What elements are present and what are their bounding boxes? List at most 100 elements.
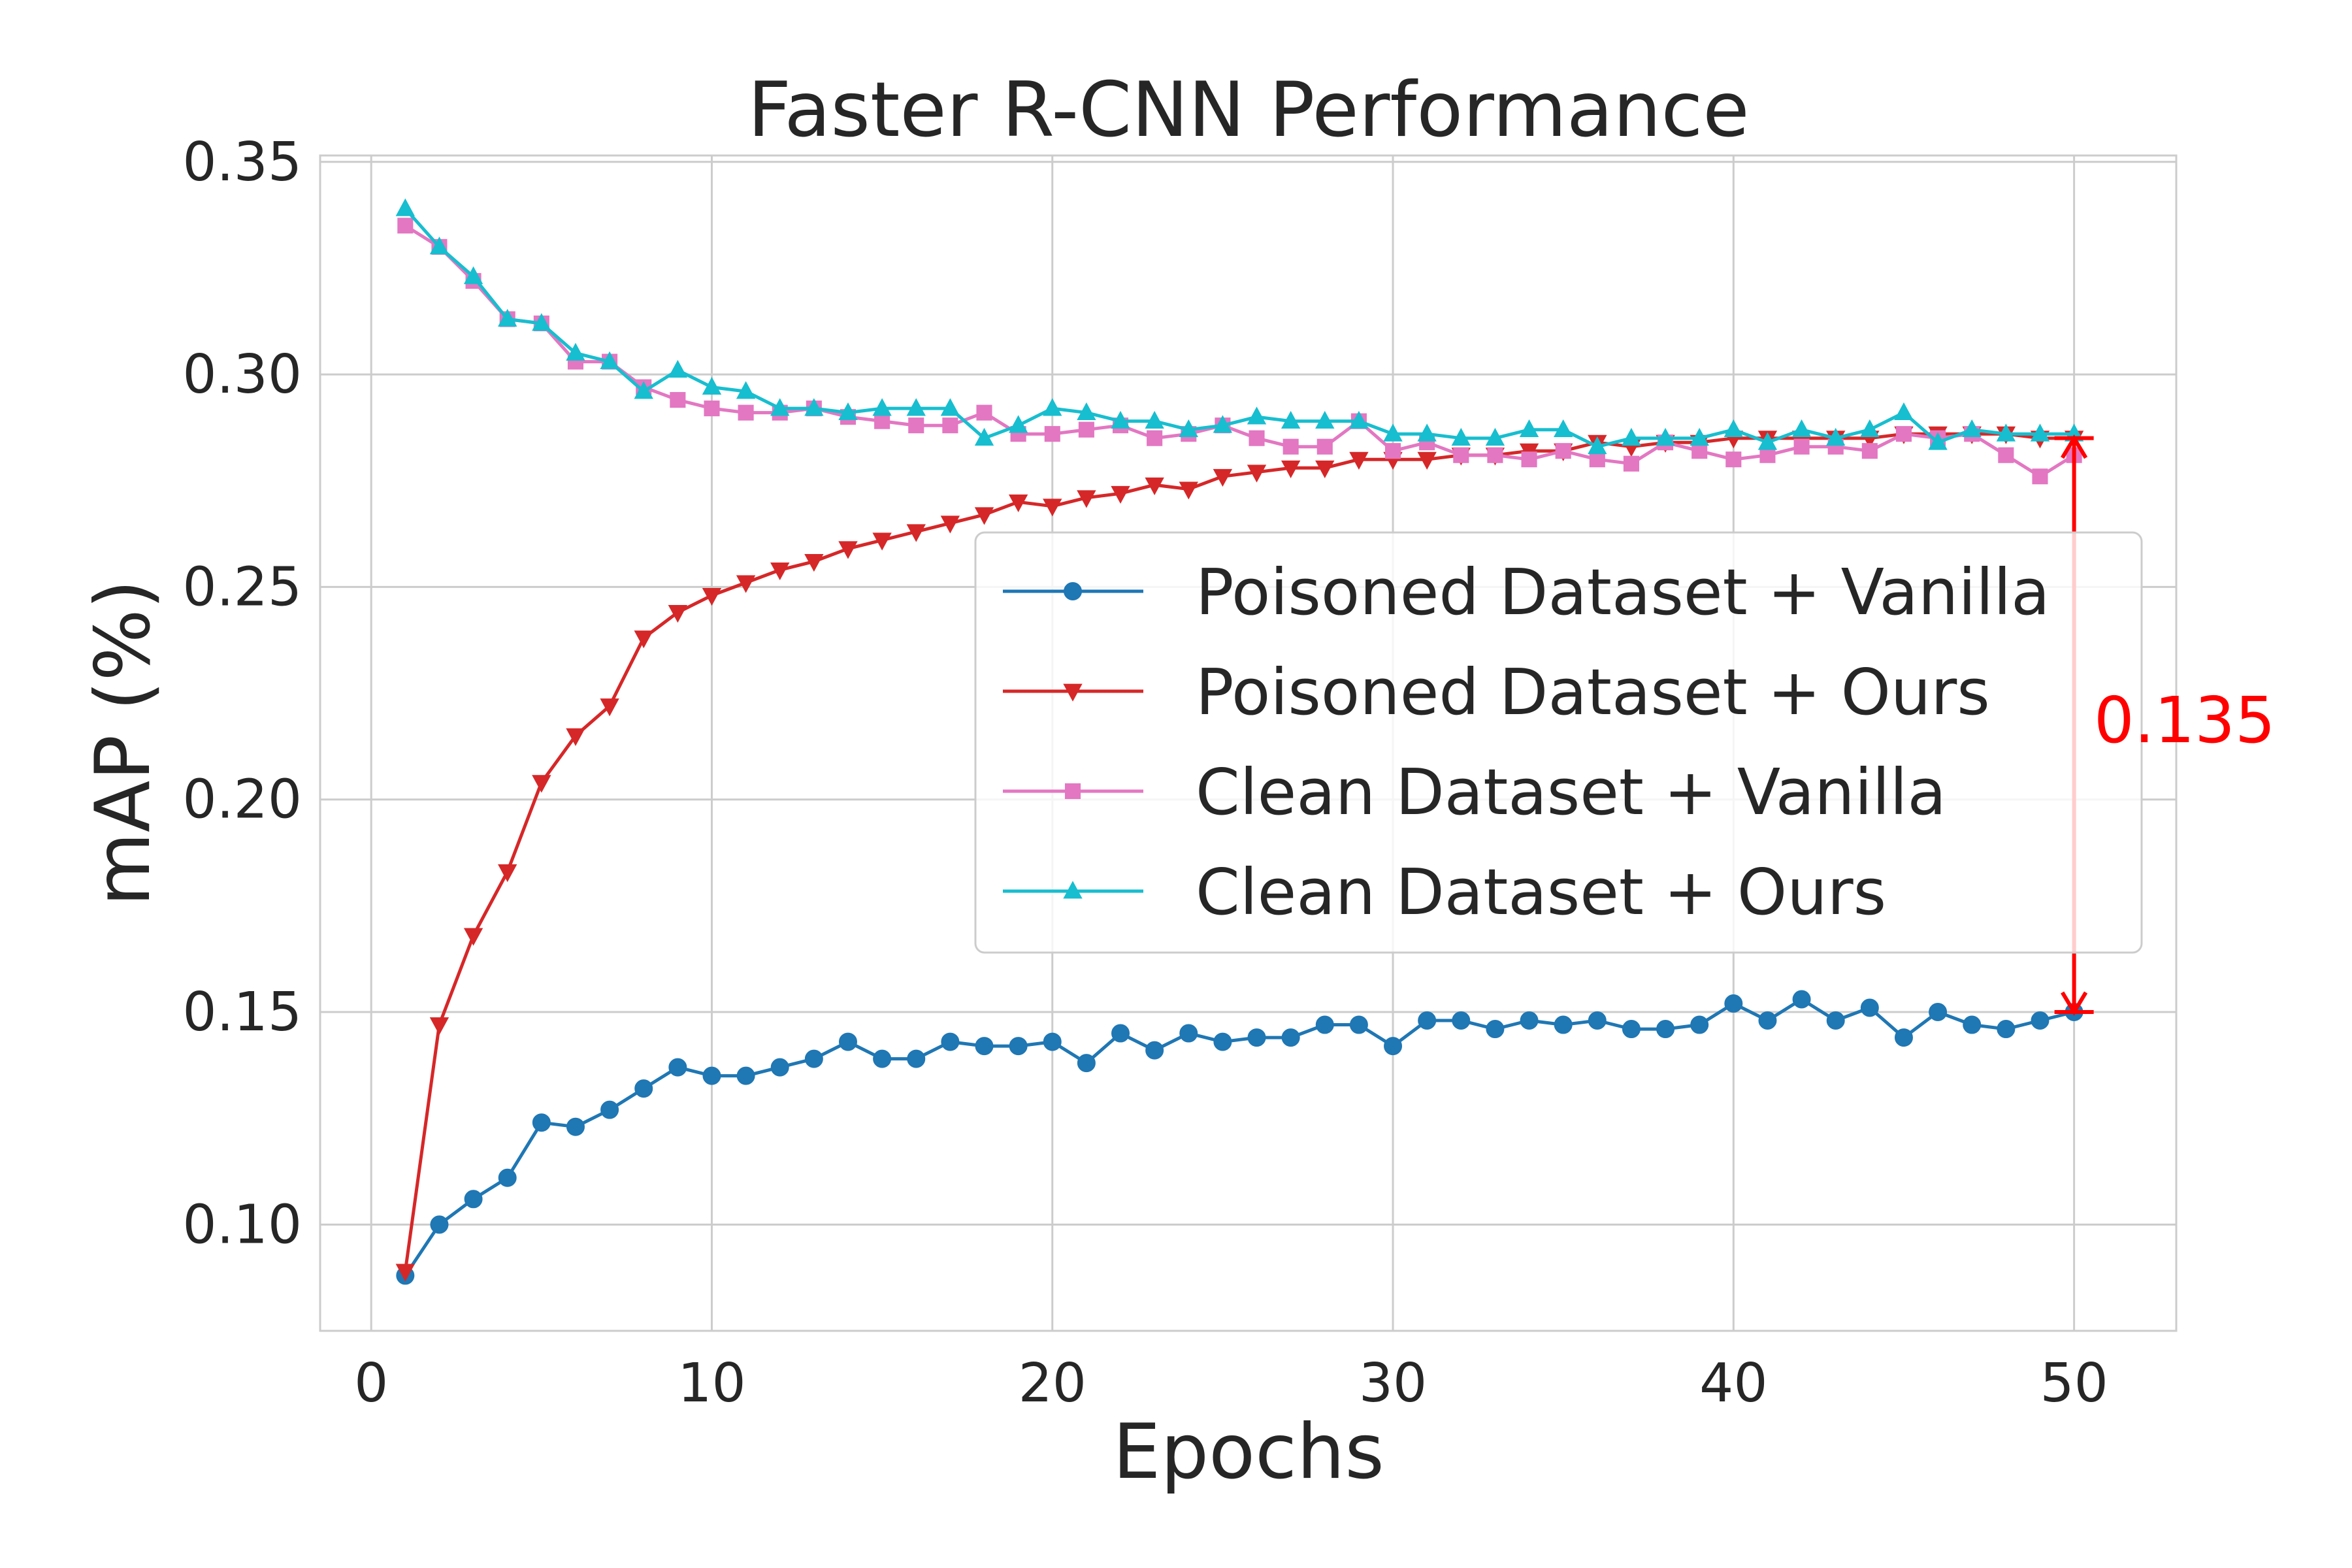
data-point: [532, 1113, 551, 1132]
data-point: [1622, 427, 1641, 446]
data-point: [906, 398, 926, 416]
data-point: [907, 1049, 926, 1068]
data-point: [1861, 443, 1878, 459]
data-point: [1315, 1015, 1334, 1034]
data-point: [1589, 451, 1605, 468]
data-point: [600, 1100, 619, 1119]
data-point: [1929, 1003, 1948, 1022]
data-point: [974, 427, 994, 446]
data-point: [670, 392, 686, 408]
y-axis-title: mAP (%): [79, 580, 167, 906]
data-point: [1282, 438, 1299, 455]
data-point: [668, 605, 688, 623]
data-point: [1281, 460, 1301, 478]
legend-label: Clean Dataset + Ours: [1196, 855, 1886, 929]
data-point: [1384, 1037, 1403, 1056]
data-point: [1757, 432, 1778, 450]
data-point: [838, 541, 858, 559]
data-point: [1009, 1037, 1028, 1056]
data-point: [941, 1032, 960, 1051]
data-point: [1111, 410, 1130, 429]
series-4: [395, 198, 2084, 455]
data-point: [1077, 1054, 1096, 1073]
data-point: [702, 1066, 721, 1085]
data-point: [704, 400, 720, 417]
data-point: [1793, 438, 1810, 455]
data-point: [600, 351, 619, 369]
data-point: [975, 1037, 994, 1056]
y-tick-labels: 0.10 0.15 0.20 0.25 0.30 0.35: [182, 131, 302, 1256]
data-point: [1417, 451, 1437, 470]
data-point: [1316, 438, 1333, 455]
data-point: [1111, 1024, 1130, 1043]
data-point: [1453, 447, 1469, 463]
data-point: [600, 698, 619, 717]
x-tick-label: 30: [1359, 1352, 1427, 1414]
data-point: [940, 515, 960, 534]
data-point: [1759, 447, 1776, 463]
data-point: [770, 398, 790, 416]
x-tick-labels: 0 10 20 30 40 50: [354, 1352, 2108, 1414]
y-tick-label: 0.35: [182, 131, 302, 193]
data-point: [872, 398, 892, 416]
data-point: [1315, 410, 1335, 429]
data-point: [1349, 410, 1369, 429]
data-point: [1249, 430, 1265, 446]
data-point: [1044, 426, 1060, 442]
data-point: [2031, 1011, 2050, 1030]
data-point: [804, 1049, 823, 1068]
data-point: [770, 1058, 789, 1077]
data-point: [1043, 398, 1062, 416]
data-point: [1997, 1020, 2016, 1039]
legend-marker: [1064, 783, 1081, 800]
data-point: [395, 198, 415, 216]
chart-title: Faster R-CNN Performance: [747, 66, 1749, 154]
data-point: [463, 928, 483, 946]
data-point: [838, 1032, 857, 1051]
data-point: [1247, 1028, 1266, 1047]
plot-frame: [319, 154, 2178, 1332]
x-tick-label: 0: [354, 1352, 388, 1414]
data-point: [566, 342, 585, 361]
data-point: [1962, 419, 1982, 438]
data-point: [702, 376, 722, 395]
data-point: [1349, 1015, 1368, 1034]
x-tick-label: 40: [1699, 1352, 1767, 1414]
data-point: [1008, 494, 1028, 513]
data-point: [838, 402, 858, 421]
y-tick-label: 0.10: [182, 1194, 302, 1256]
data-point: [1690, 427, 1709, 446]
data-point: [1996, 423, 2016, 442]
x-tick-label: 20: [1019, 1352, 1086, 1414]
y-tick-label: 0.20: [182, 769, 302, 831]
data-point: [1860, 419, 1880, 438]
legend-marker: [1063, 881, 1083, 899]
legend-entries: Poisoned Dataset + Vanilla Poisoned Datas…: [1003, 555, 2050, 929]
data-point: [906, 524, 926, 542]
data-point: [1452, 1011, 1471, 1030]
data-point: [1520, 1011, 1539, 1030]
data-point: [1998, 447, 2014, 463]
data-point: [1690, 1015, 1709, 1034]
legend-marker: [1063, 683, 1083, 702]
data-point: [1723, 419, 1744, 438]
data-point: [1315, 460, 1335, 478]
data-point: [702, 588, 722, 606]
data-point: [1894, 402, 1914, 421]
data-point: [942, 417, 958, 434]
data-point: [736, 1066, 755, 1085]
data-point: [1179, 482, 1198, 500]
data-point: [532, 775, 551, 793]
data-point: [1791, 419, 1812, 438]
data-point: [498, 308, 517, 327]
data-point: [872, 532, 892, 551]
data-point: [1077, 490, 1096, 508]
data-point: [1417, 423, 1437, 442]
data-point: [1588, 1011, 1607, 1030]
data-point: [1145, 1041, 1164, 1060]
data-point: [464, 1190, 483, 1209]
data-point: [1179, 419, 1198, 438]
data-point: [1281, 410, 1301, 429]
